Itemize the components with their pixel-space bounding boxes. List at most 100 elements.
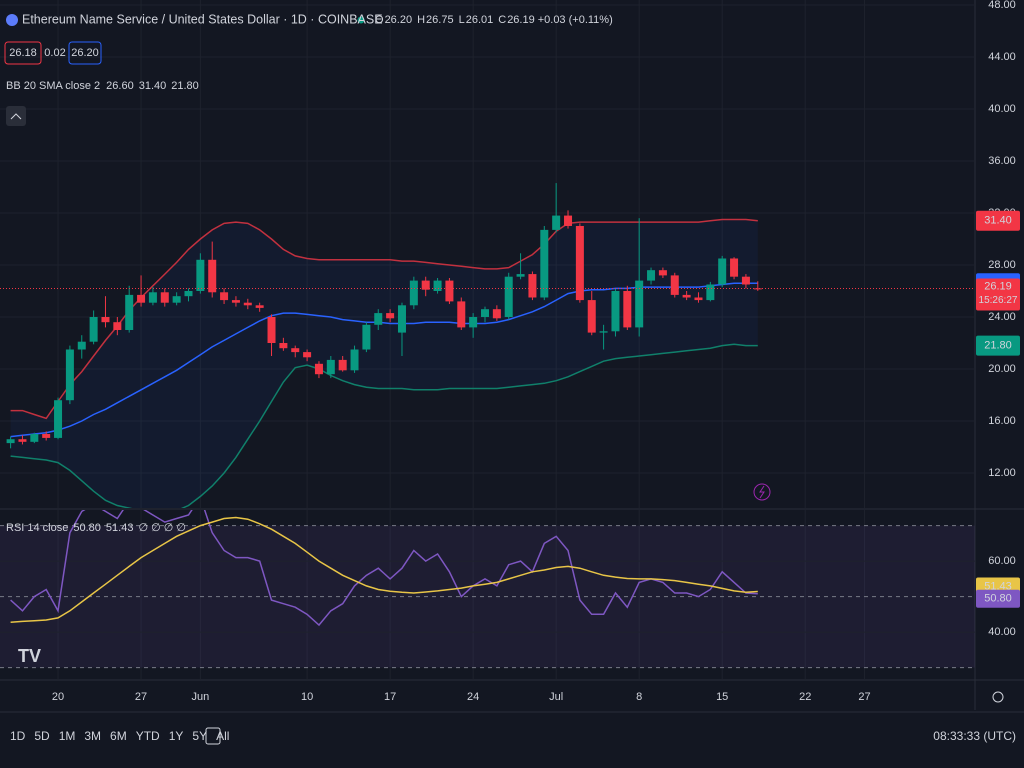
y-tick-label: 12.00 bbox=[988, 467, 1016, 479]
candle-body bbox=[504, 276, 513, 317]
axis-badge bbox=[976, 589, 1020, 608]
candle-body bbox=[6, 439, 15, 444]
range-button[interactable]: YTD bbox=[136, 729, 160, 743]
candle-body bbox=[753, 288, 762, 290]
candle-body bbox=[125, 294, 134, 330]
range-button[interactable]: 5Y bbox=[192, 729, 207, 743]
ohlc-label: L bbox=[459, 14, 465, 26]
candle-body bbox=[611, 290, 620, 332]
axis-badge-label: 50.80 bbox=[984, 593, 1012, 605]
last-price-badge bbox=[976, 278, 1020, 311]
range-button[interactable]: 6M bbox=[110, 729, 127, 743]
ohlc-value: 26.20 bbox=[385, 14, 413, 26]
bid[interactable]: 26.18 bbox=[9, 47, 37, 59]
candle-body bbox=[101, 316, 110, 323]
candle-body bbox=[326, 359, 335, 375]
candle-body bbox=[314, 363, 323, 375]
ask[interactable]: 26.20 bbox=[71, 47, 99, 59]
y-tick-label: 44.00 bbox=[988, 51, 1016, 63]
candle-body bbox=[338, 359, 347, 371]
ohlc-value: 26.19 bbox=[507, 14, 535, 26]
event-icon[interactable] bbox=[753, 483, 771, 501]
market-status bbox=[357, 16, 365, 24]
candle-body bbox=[587, 300, 596, 333]
candle-body bbox=[350, 349, 359, 371]
candle-body bbox=[575, 225, 584, 301]
candle-body bbox=[255, 305, 264, 308]
candle-body bbox=[658, 270, 667, 276]
logo: TV bbox=[18, 646, 41, 666]
range-button[interactable]: All bbox=[216, 729, 229, 743]
range-button[interactable]: 1Y bbox=[169, 729, 184, 743]
candle-body bbox=[30, 434, 39, 442]
collapse-button[interactable] bbox=[6, 106, 26, 126]
candle-body bbox=[492, 309, 501, 319]
event-bolt bbox=[759, 485, 765, 499]
candle-body bbox=[409, 280, 418, 306]
spread: 0.02 bbox=[44, 47, 65, 59]
price-pane bbox=[0, 0, 975, 508]
symbol-icon bbox=[6, 14, 18, 26]
candle-body bbox=[528, 274, 537, 298]
candle-body bbox=[741, 276, 750, 285]
candle-body bbox=[445, 280, 454, 302]
candle-body bbox=[220, 292, 229, 301]
candle-body bbox=[469, 316, 478, 328]
candle-body bbox=[196, 259, 205, 291]
candle-body bbox=[599, 331, 608, 333]
bid-box[interactable] bbox=[4, 41, 42, 65]
range-button[interactable]: 3M bbox=[84, 729, 101, 743]
candle-body bbox=[137, 294, 146, 303]
bollinger-line bbox=[10, 343, 758, 508]
ohlc-label: O bbox=[375, 14, 384, 26]
bollinger-line bbox=[10, 282, 758, 438]
settings-icon[interactable] bbox=[992, 691, 1004, 703]
candle-body bbox=[374, 313, 383, 325]
axis-badge-label: 21.80 bbox=[984, 340, 1012, 352]
candle-body bbox=[682, 294, 691, 298]
candle-body bbox=[694, 297, 703, 301]
axis-badge-label: 51.43 bbox=[984, 580, 1012, 592]
y-tick-label: 24.00 bbox=[988, 311, 1016, 323]
candle-body bbox=[148, 292, 157, 303]
candle-body bbox=[433, 280, 442, 291]
candle-body bbox=[18, 439, 27, 442]
countdown: 15:26:27 bbox=[979, 295, 1018, 306]
range-button[interactable]: 1M bbox=[59, 729, 76, 743]
indicator-legend: BB 20 SMA close 2 bbox=[6, 80, 100, 92]
candle-body bbox=[718, 258, 727, 285]
range-button[interactable]: 5D bbox=[34, 729, 50, 743]
rsi-line bbox=[10, 516, 758, 623]
range-button[interactable]: 1D bbox=[10, 729, 26, 743]
y-tick-label: 28.00 bbox=[988, 259, 1016, 271]
candle-body bbox=[77, 341, 86, 350]
candle-body bbox=[540, 229, 549, 298]
ohlc-value: 26.75 bbox=[426, 14, 454, 26]
axis-badge bbox=[976, 335, 1020, 356]
rsi-legend-value: 51.43 bbox=[106, 522, 134, 534]
collapse-icon bbox=[10, 113, 22, 120]
x-tick-label: 10 bbox=[301, 691, 313, 703]
candle-body bbox=[516, 274, 525, 277]
x-tick-label: 22 bbox=[799, 691, 811, 703]
x-tick-label: 27 bbox=[135, 691, 147, 703]
candle-body bbox=[670, 275, 679, 295]
candle-body bbox=[42, 434, 51, 438]
candle-body bbox=[89, 316, 98, 342]
candle-body bbox=[647, 270, 656, 281]
overlay: TV 48.0044.0040.0036.0032.0028.0024.0020… bbox=[4, 0, 1020, 745]
date-range-icon[interactable] bbox=[205, 727, 221, 745]
candle-body bbox=[564, 215, 573, 226]
y-tick-label: 40.00 bbox=[988, 626, 1016, 638]
candle-body bbox=[208, 259, 217, 293]
indicator-legend-value: 21.80 bbox=[171, 80, 199, 92]
candle-body bbox=[291, 348, 300, 353]
ohlc-label: C bbox=[498, 14, 506, 26]
bollinger-line bbox=[10, 218, 758, 420]
ask-box[interactable] bbox=[68, 41, 102, 65]
candle-body bbox=[65, 349, 74, 401]
candle-body bbox=[481, 309, 489, 317]
candle-body bbox=[706, 284, 715, 301]
y-tick-label: 60.00 bbox=[988, 555, 1016, 567]
